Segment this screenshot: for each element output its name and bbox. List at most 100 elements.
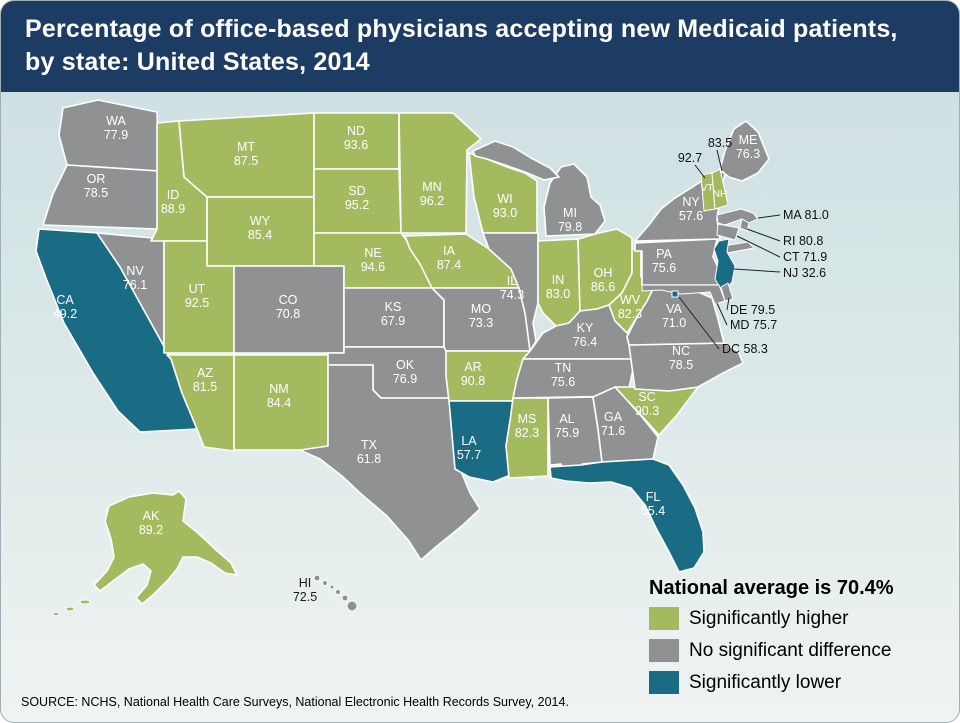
state-label-ky: KY 76.4 bbox=[573, 321, 597, 349]
state-label-or: OR 78.5 bbox=[84, 172, 108, 200]
callout-line-nj bbox=[733, 268, 781, 273]
state-label-mi: MI 79.8 bbox=[558, 206, 582, 234]
state-label-mn: MN 96.2 bbox=[420, 180, 444, 208]
state-label-sc: SC 90.3 bbox=[635, 390, 659, 418]
state-label-ks: KS 67.9 bbox=[381, 300, 405, 328]
legend: National average is 70.4% Significantly … bbox=[649, 577, 894, 703]
state-label-il: IL 74.3 bbox=[500, 274, 524, 302]
state-dc bbox=[671, 290, 679, 298]
state-label-pa: PA 75.6 bbox=[652, 247, 676, 275]
state-label-wv: WV 82.3 bbox=[618, 293, 642, 321]
state-hi-island-5 bbox=[341, 594, 349, 602]
callout-line-de bbox=[726, 297, 730, 311]
state-label-az: AZ 81.5 bbox=[193, 366, 217, 394]
state-hi-island-1 bbox=[313, 574, 321, 582]
state-tx bbox=[299, 364, 481, 561]
callout-vt-value: 92.7 bbox=[678, 151, 702, 165]
state-label-mt: MT 87.5 bbox=[234, 140, 258, 168]
state-label-fl: FL 55.4 bbox=[641, 490, 665, 518]
state-label-tn: TN 75.6 bbox=[551, 361, 575, 389]
state-label-wi: WI 93.0 bbox=[493, 192, 517, 220]
state-label-wy: WY 85.4 bbox=[248, 214, 272, 242]
legend-label-higher: Significantly higher bbox=[689, 607, 849, 629]
state-label-co: CO 70.8 bbox=[276, 293, 300, 321]
state-label-nv: NV 76.1 bbox=[123, 264, 147, 292]
state-label-ne: NE 94.6 bbox=[361, 246, 385, 274]
state-label-wa: WA 77.9 bbox=[104, 114, 128, 142]
legend-label-no-difference: No significant difference bbox=[689, 639, 892, 661]
state-label-al: AL 75.9 bbox=[555, 412, 579, 440]
callout-md: MD 75.7 bbox=[730, 318, 777, 332]
callout-line-ma bbox=[757, 214, 781, 219]
state-hi-island-4 bbox=[335, 589, 341, 595]
legend-label-lower: Significantly lower bbox=[689, 671, 842, 693]
state-label-nc: NC 78.5 bbox=[669, 344, 693, 372]
state-label-va: VA 71.0 bbox=[662, 302, 686, 330]
state-label-ak: AK 89.2 bbox=[139, 509, 163, 537]
state-mi-upper bbox=[472, 140, 560, 181]
callout-line-vt bbox=[694, 164, 706, 179]
state-label-me: ME 76.3 bbox=[736, 133, 760, 161]
state-label-vt: VT bbox=[701, 183, 714, 194]
state-label-la: LA 57.7 bbox=[457, 434, 481, 462]
callout-de: DE 79.5 bbox=[730, 303, 775, 317]
callout-line-ct bbox=[736, 235, 781, 258]
figure-title-line2: by state: United States, 2014 bbox=[25, 47, 370, 76]
state-ri bbox=[739, 218, 750, 232]
state-label-id: ID 88.9 bbox=[161, 188, 185, 216]
callout-labels-layer: 83.5 92.7 MA 81.0 RI 80.8 CT 71.9 NJ 32.… bbox=[678, 136, 829, 356]
state-label-ny: NY 57.6 bbox=[679, 195, 703, 223]
callout-lines-layer bbox=[678, 149, 781, 350]
state-label-sd: SD 95.2 bbox=[345, 184, 369, 212]
legend-swatch-lower bbox=[649, 671, 679, 694]
state-hi-island-2 bbox=[322, 580, 328, 586]
state-label-ar: AR 90.8 bbox=[461, 360, 485, 388]
legend-item-higher: Significantly higher bbox=[649, 607, 894, 630]
callout-line-nh bbox=[716, 149, 723, 172]
state-ak bbox=[93, 490, 238, 605]
figure-header: Percentage of office-based physicians ac… bbox=[1, 1, 959, 92]
state-label-mo: MO 73.3 bbox=[469, 302, 493, 330]
state-label-nd: ND 93.6 bbox=[344, 124, 368, 152]
states-layer bbox=[35, 99, 770, 616]
callout-line-dc bbox=[678, 296, 720, 350]
state-ak-aleutians-1 bbox=[79, 599, 91, 605]
legend-swatch-higher bbox=[649, 607, 679, 630]
state-label-ms: MS 82.3 bbox=[515, 412, 539, 440]
state-me bbox=[719, 120, 770, 182]
state-nh bbox=[711, 168, 729, 210]
state-ma bbox=[716, 208, 759, 226]
source-note: SOURCE: NCHS, National Health Care Surve… bbox=[21, 695, 569, 709]
state-hi-island-6 bbox=[346, 600, 358, 612]
state-nc bbox=[628, 342, 744, 392]
state-label-ia: IA 87.4 bbox=[437, 244, 461, 272]
state-label-ca: CA 49.2 bbox=[53, 293, 77, 321]
callout-ri: RI 80.8 bbox=[783, 234, 823, 248]
state-pa bbox=[634, 238, 722, 286]
state-label-ut: UT 92.5 bbox=[185, 282, 209, 310]
legend-item-no-difference: No significant difference bbox=[649, 639, 894, 662]
state-label-in: IN 83.0 bbox=[546, 273, 570, 301]
callout-ma: MA 81.0 bbox=[783, 208, 829, 222]
state-label-ok: OK 76.9 bbox=[393, 358, 417, 386]
state-label-hi: HI 72.5 bbox=[293, 576, 317, 604]
state-ak-aleutians-3 bbox=[52, 612, 60, 616]
state-label-nh: NH bbox=[713, 189, 727, 200]
state-fl bbox=[549, 458, 705, 573]
state-mn bbox=[398, 112, 482, 234]
callout-dc: DC 58.3 bbox=[722, 342, 768, 356]
callout-line-md bbox=[716, 302, 728, 326]
callout-nj: NJ 32.6 bbox=[783, 266, 826, 280]
state-md bbox=[641, 284, 726, 305]
state-label-ga: GA 71.6 bbox=[601, 410, 625, 438]
state-or bbox=[42, 164, 160, 230]
state-labels-layer: WA 77.9 OR 78.5 CA 49.2 NV 76.1 ID 88.9 MT 87.… bbox=[53, 114, 760, 604]
callout-ct: CT 71.9 bbox=[783, 250, 827, 264]
state-ct bbox=[716, 223, 740, 241]
state-label-nm: NM 84.4 bbox=[267, 382, 291, 410]
state-mi-lower bbox=[543, 163, 606, 237]
callout-line-ri bbox=[746, 228, 781, 242]
figure-title-line1: Percentage of office-based physicians ac… bbox=[25, 15, 898, 43]
legend-item-lower: Significantly lower bbox=[649, 671, 894, 694]
